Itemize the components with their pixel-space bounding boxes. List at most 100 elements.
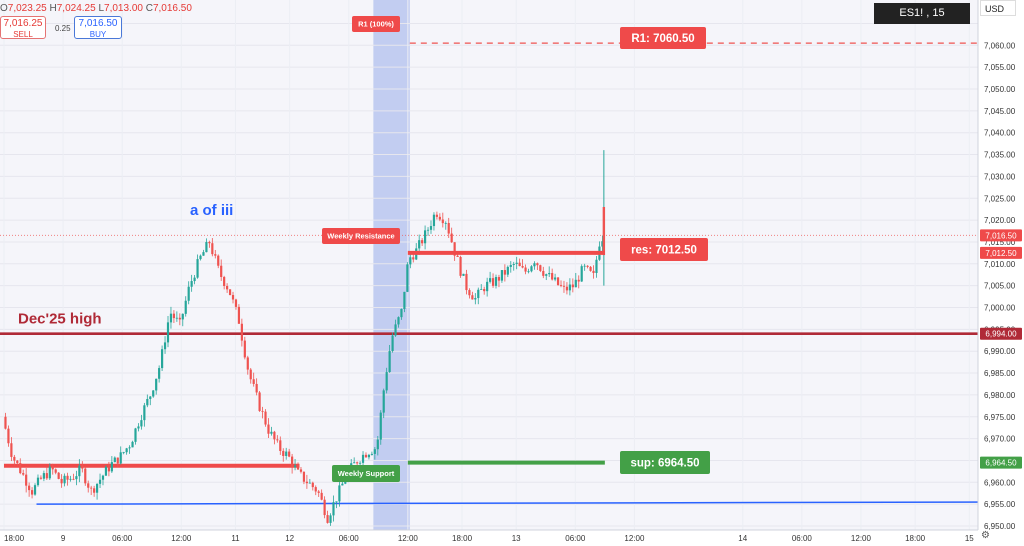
candle-body [22,473,25,475]
candle-body [382,390,385,413]
candle-body [551,273,554,280]
candle-body [480,289,483,290]
candle-body [320,492,323,500]
candle-body [373,449,376,454]
price-tick-label: 6,985.00 [984,369,1016,378]
candle-body [98,479,102,484]
price-tick-label: 6,990.00 [984,347,1016,356]
price-axis[interactable]: 6,950.006,955.006,960.006,965.006,970.00… [977,0,1024,546]
candle-body [296,465,300,470]
res-price-tag: 7,012.50 [985,249,1017,258]
trendline [36,501,1019,505]
candle-body [81,465,84,469]
candle-body [364,454,368,458]
candle-body [57,472,60,479]
ohlc-readout: O7,023.25 H7,024.25 L7,013.00 C7,016.50 [0,3,192,14]
currency-selector[interactable]: USD [980,0,1016,16]
low-value: 7,013.00 [104,3,143,14]
candle-body [95,483,99,493]
candle-body [586,265,589,267]
time-axis-bg [0,530,978,546]
candle-body [90,487,93,489]
candle-body [305,481,308,484]
candle-body [155,378,158,391]
candle-body [202,252,205,256]
res-tag-box [620,238,708,261]
candle-body [69,478,72,480]
candle-body [36,477,40,486]
candle-body [370,453,373,455]
time-tick-label: 18:00 [452,534,473,543]
gear-icon[interactable]: ⚙ [981,530,990,541]
candle-body [353,462,356,464]
candle-body [308,482,311,484]
candle-body [592,270,595,273]
candle-body [258,392,261,411]
candle-body [568,284,571,291]
candle-body [54,469,57,473]
candle-body [512,263,515,265]
time-tick-label: 9 [61,534,66,543]
candle-body [515,262,518,264]
candle-body [28,485,31,491]
price-tick-label: 7,045.00 [984,107,1016,116]
grid-layer [0,0,978,530]
candle-body [208,241,211,244]
candle-body [456,255,459,257]
candle-body [438,216,441,220]
price-tick-label: 7,025.00 [984,194,1016,203]
time-tick-label: 06:00 [339,534,360,543]
sup-price-tag-box [980,456,1022,469]
candle-body [51,466,54,470]
candle-body [548,273,551,275]
time-axis[interactable]: 18:00 9 06:00 12:00 11 12 06:00 12:00 18:00 13 06:… [0,529,978,546]
sell-label: SELL [13,30,33,39]
candle-body [249,369,252,380]
sell-button[interactable]: 7,016.25 SELL [0,16,46,39]
candle-body [255,383,258,393]
candle-body [388,351,391,373]
candle-body [397,317,400,325]
candle-body [19,463,22,474]
candle-body [237,306,241,324]
time-tick-label: 06:00 [112,534,133,543]
candle-body [45,473,48,479]
candle-body [101,475,105,480]
open-value: 7,023.25 [7,3,47,14]
candle-body [196,259,199,278]
spread-value: 0.25 [55,24,71,33]
candle-body [533,263,536,267]
high-label: H [49,3,57,14]
price-tick-label: 7,000.00 [984,304,1016,313]
candle-body [190,281,193,287]
candle-body [4,416,7,429]
candle-body [338,485,341,502]
res-price-tag-box [980,246,1022,259]
low-label: L [98,3,105,14]
r1-short-label-box [352,16,400,32]
candle-body [264,411,267,425]
candle-body [125,448,128,453]
candle-body [486,281,489,292]
buy-button[interactable]: 7,016.50 BUY [74,16,122,39]
candle-body [444,222,447,224]
candle-body [577,279,580,282]
candle-body [542,270,545,276]
candle-body [394,324,397,336]
chart-background [0,0,978,530]
candle-body [497,277,501,281]
price-tick-label: 7,060.00 [984,41,1016,50]
candle-body [459,256,462,276]
candle-body [72,478,75,480]
candle-body [276,439,279,441]
sup-tag: sup: 6964.50 [630,458,699,470]
last-price-tag-box [980,229,1022,242]
time-tick-label: 12:00 [398,534,419,543]
price-tick-label: 6,975.00 [984,413,1016,422]
candle-body [574,279,577,288]
sell-price: 7,016.25 [3,18,43,29]
candle-body [48,466,51,479]
candle-body [184,300,187,314]
weekly-support-label-box [332,465,400,482]
